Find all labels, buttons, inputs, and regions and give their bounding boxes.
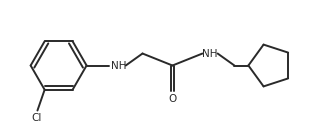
Text: O: O — [168, 94, 177, 104]
Text: Cl: Cl — [32, 113, 42, 123]
Text: NH: NH — [203, 49, 218, 59]
Text: NH: NH — [110, 61, 126, 71]
